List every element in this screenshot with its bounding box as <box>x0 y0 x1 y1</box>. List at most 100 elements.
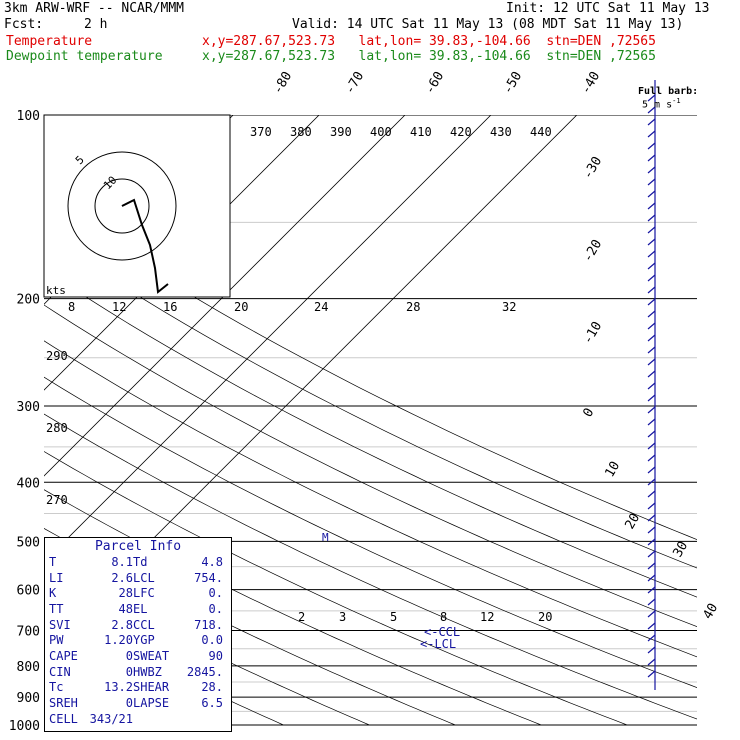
wind-barb <box>647 106 656 114</box>
parcel-label: SREH <box>49 696 78 711</box>
hodograph-box <box>43 114 231 298</box>
pressure-tick-label: 1000 <box>9 719 40 734</box>
wind-barb <box>647 490 656 498</box>
theta-label: 410 <box>410 125 432 139</box>
isotherm-label: -50 <box>500 69 525 97</box>
pressure-tick-label: 100 <box>17 109 40 124</box>
dry-adiabat-line <box>44 567 370 726</box>
wind-barb <box>647 226 656 234</box>
parcel-row: SVI 2.8 CCL 718. <box>49 617 223 633</box>
wind-barb <box>647 526 656 534</box>
parcel-value: 2845. <box>186 664 223 679</box>
wind-barb <box>647 178 656 186</box>
wind-barb <box>647 502 656 510</box>
pressure-tick-label: 400 <box>17 476 40 491</box>
init-time: Init: 12 UTC Sat 11 May 13 <box>506 1 710 16</box>
hodograph-ring <box>67 151 177 261</box>
wind-barb <box>647 478 656 486</box>
dry-adiabat-line <box>44 376 697 688</box>
wind-barb <box>647 334 656 342</box>
pressure-tick-label: 600 <box>17 584 40 599</box>
isotherm-label: -70 <box>342 69 367 97</box>
parcel-label: CIN <box>49 664 71 679</box>
barb-legend-line2: 5 m s-1 <box>642 97 681 111</box>
m-marker: M <box>322 531 329 544</box>
parcel-info-panel: Parcel Info T 8.1 Td 4.8 LI 2.6 LCL 754. K 28 LFC 0… <box>44 537 232 732</box>
isotherm-label: 20 <box>622 511 643 532</box>
parcel-value: 718. <box>194 617 223 632</box>
isotherm-line <box>44 115 406 477</box>
parcel-value: 0 <box>125 696 133 711</box>
wind-barb <box>647 586 656 594</box>
parcel-value: 6.5 <box>201 696 223 711</box>
temperature-label: Temperature <box>6 34 93 49</box>
fcst-value: 2 h <box>84 17 108 32</box>
theta-label: 430 <box>490 125 512 139</box>
parcel-info-table: T 8.1 Td 4.8 LI 2.6 LCL 754. K 28 LFC 0. TT 48 EL 0. SVI… <box>49 554 223 727</box>
isoline-labels: -80 -70 -60 -50 -40 -30 -20 -10 0 10 20 30 40 370 380 3… <box>46 69 721 651</box>
dry-adiabat-line <box>44 304 697 628</box>
wind-barb <box>647 358 656 366</box>
parcel-label: PW <box>49 633 64 648</box>
parcel-value: 90 <box>208 648 223 663</box>
wind-barb <box>647 166 656 174</box>
wind-barb <box>647 658 656 666</box>
wind-barb <box>647 322 656 330</box>
pressure-tick-label: 700 <box>17 625 40 640</box>
wind-barb <box>647 262 656 270</box>
pressure-tick-label: 500 <box>17 535 40 550</box>
isotherm-label: -80 <box>270 69 295 97</box>
wind-barb <box>647 286 656 294</box>
parcel-label: SVI <box>49 617 71 632</box>
wind-barb <box>647 274 656 282</box>
wind-barb <box>647 214 656 222</box>
model-title: 3km ARW-WRF -- NCAR/MMM <box>4 1 185 16</box>
wind-barb <box>647 154 656 162</box>
isotherm-line <box>44 115 492 563</box>
mixing-ratio-label: 12 <box>112 300 126 314</box>
parcel-label <box>133 711 179 727</box>
mixing-ratio-label: 5 <box>390 610 397 624</box>
parcel-row: CAPE 0 SWEAT 90 <box>49 648 223 664</box>
wind-barb <box>647 514 656 522</box>
parcel-label: CCL <box>133 617 155 632</box>
wind-barb <box>647 298 656 306</box>
wind-barb <box>647 190 656 198</box>
mixing-ratio-label: 8 <box>440 610 447 624</box>
mixing-ratio-label: 20 <box>234 300 248 314</box>
parcel-value: 13.2 <box>104 680 133 695</box>
wind-barb <box>647 550 656 558</box>
pressure-tick-label: 800 <box>17 660 40 675</box>
isotherm-label: -10 <box>580 319 605 347</box>
parcel-value <box>179 711 223 727</box>
pressure-tick-label: 300 <box>17 400 40 415</box>
parcel-row: Tc 13.2 SHEAR 28. <box>49 680 223 696</box>
wind-barb <box>647 238 656 246</box>
parcel-row: CIN 0 HWBZ 2845. <box>49 664 223 680</box>
theta-side-label: 280 <box>46 421 68 435</box>
parcel-value: 0. <box>208 601 223 616</box>
wind-barb <box>647 646 656 654</box>
theta-label: 390 <box>330 125 352 139</box>
parcel-label: CELL <box>49 711 78 726</box>
parcel-label: LFC <box>133 586 155 601</box>
theta-label: 420 <box>450 125 472 139</box>
dry-adiabat-line <box>44 340 697 658</box>
wind-barb <box>647 574 656 582</box>
theta-side-label: 270 <box>46 493 68 507</box>
parcel-label: EL <box>133 601 148 616</box>
wind-barb <box>647 130 656 138</box>
wind-barb <box>647 466 656 474</box>
parcel-label: Td <box>133 554 148 569</box>
parcel-value: 343/21 <box>89 711 133 726</box>
isotherm-label: -60 <box>422 69 447 97</box>
mixing-ratio-label: 3 <box>339 610 346 624</box>
parcel-row: TT 48 EL 0. <box>49 601 223 617</box>
hodograph-trace <box>121 198 169 294</box>
mixing-ratio-label: 20 <box>538 610 552 624</box>
wind-barb <box>647 394 656 402</box>
parcel-info-title: Parcel Info <box>94 539 182 554</box>
mixing-ratio-label: 32 <box>502 300 516 314</box>
parcel-label: K <box>49 586 57 601</box>
